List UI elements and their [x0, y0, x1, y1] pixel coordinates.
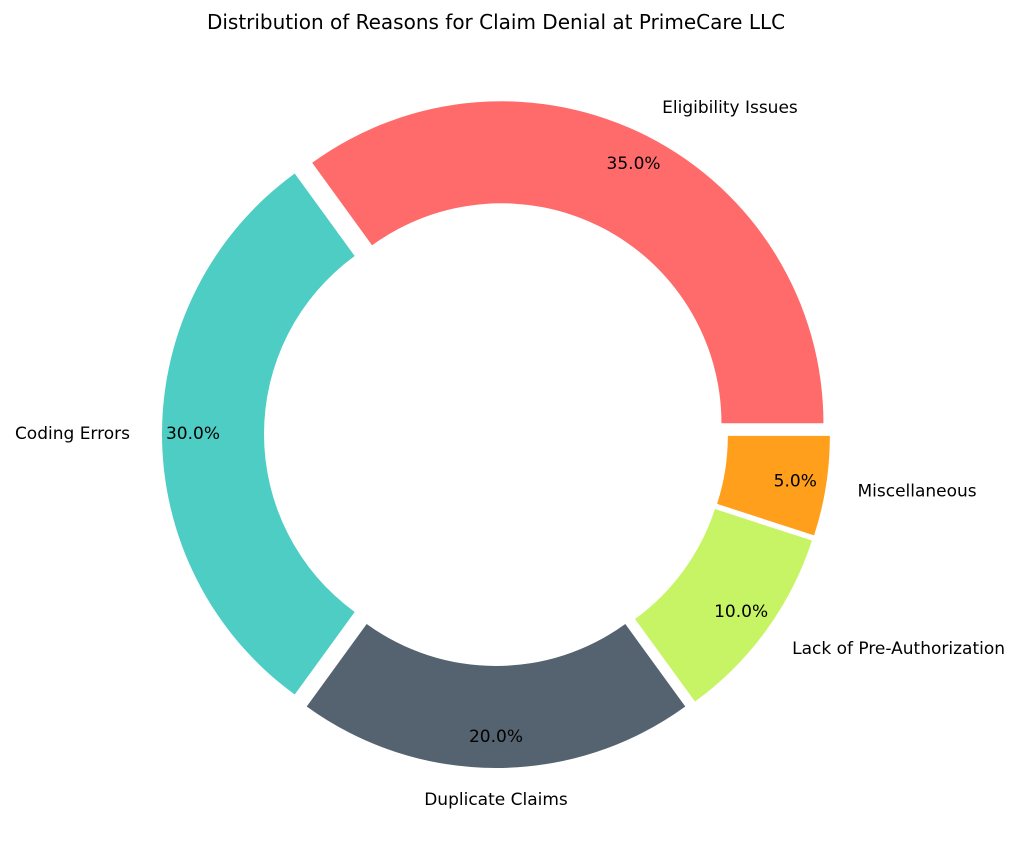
- category-label-eligibility-issues: Eligibility Issues: [662, 98, 798, 118]
- pct-label-eligibility-issues: 35.0%: [607, 154, 661, 174]
- slice-eligibility-issues: [312, 101, 824, 424]
- pct-label-miscellaneous: 5.0%: [774, 471, 817, 491]
- pct-label-coding-errors: 30.0%: [166, 424, 220, 444]
- slices-group: [161, 101, 830, 769]
- chart-title: Distribution of Reasons for Claim Denial…: [207, 10, 785, 34]
- category-label-duplicate-claims: Duplicate Claims: [424, 790, 568, 810]
- category-label-miscellaneous: Miscellaneous: [857, 481, 976, 501]
- slice-coding-errors: [161, 173, 355, 695]
- category-label-coding-errors: Coding Errors: [15, 424, 130, 444]
- slice-miscellaneous: [717, 435, 830, 536]
- pct-label-lack-of-pre-authorization: 10.0%: [714, 602, 768, 622]
- pct-label-duplicate-claims: 20.0%: [469, 727, 523, 747]
- slice-lack-of-pre-authorization: [635, 509, 812, 702]
- category-label-lack-of-pre-authorization: Lack of Pre-Authorization: [792, 639, 1005, 659]
- slice-duplicate-claims: [306, 623, 686, 769]
- labels-group: 35.0% Eligibility Issues 30.0% Coding Error…: [15, 98, 1005, 810]
